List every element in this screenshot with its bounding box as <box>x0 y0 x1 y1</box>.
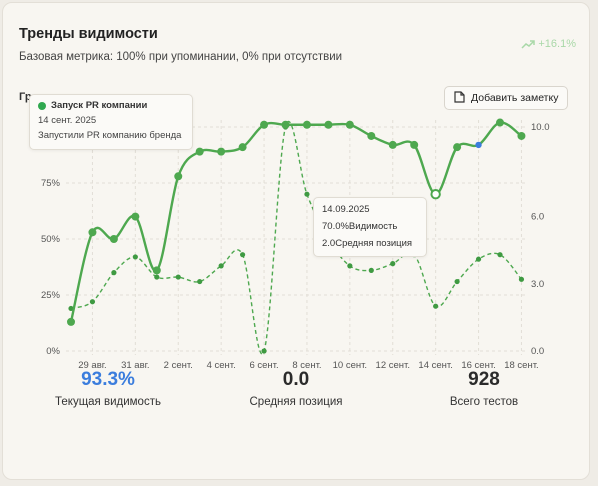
visibility-point <box>260 120 269 129</box>
x-tick-label: 14 сент. <box>418 360 452 371</box>
stat-value: 0.0 <box>282 369 310 390</box>
event-date: 14 сент. 2025 <box>38 115 97 126</box>
chart-label-partial: Гр <box>19 91 32 103</box>
position-point <box>347 263 353 269</box>
position-point <box>497 252 503 258</box>
add-note-button[interactable]: Добавить заметку <box>444 86 569 110</box>
point-position: 2.0Средняя позиция <box>322 238 413 249</box>
y-right-tick-label: 3.0 <box>531 279 544 290</box>
point-tooltip: 14.09.2025 70.0%Видимость 2.0Средняя поз… <box>313 197 427 257</box>
trend-indicator: +16.1% <box>521 38 576 50</box>
visibility-series-line <box>69 121 523 323</box>
y-right-tick-label: 6.0 <box>531 212 544 223</box>
trend-up-icon <box>521 39 536 49</box>
x-tick-label: 8 сент. <box>292 360 321 371</box>
stat-label: Всего тестов <box>449 396 519 408</box>
card-subtitle: Базовая метрика: 100% при упоминании, 0%… <box>19 51 343 63</box>
stat-label: Средняя позиция <box>249 396 343 408</box>
x-tick-label: 12 сент. <box>376 360 410 371</box>
event-title: Запуск PR компании <box>51 100 148 111</box>
x-tick-label: 18 сент. <box>504 360 538 371</box>
x-tick-label: 2 сент. <box>164 360 193 371</box>
position-point <box>433 303 439 309</box>
stat-label: Текущая видимость <box>55 396 161 408</box>
visibility-point <box>453 143 462 152</box>
visibility-trends-card <box>2 2 590 480</box>
position-point <box>304 191 310 197</box>
position-point <box>218 263 224 269</box>
stat-total-tests: 928 Всего тестов <box>414 369 554 409</box>
visibility-point <box>238 143 247 152</box>
add-note-label: Добавить заметку <box>471 92 559 104</box>
position-point <box>154 274 160 280</box>
visibility-point <box>496 118 504 127</box>
position-point <box>261 348 267 354</box>
visibility-point <box>195 147 204 156</box>
visibility-point <box>131 212 140 221</box>
visibility-point <box>302 120 311 129</box>
x-tick-label: 16 сент. <box>461 360 495 371</box>
visibility-point <box>410 140 419 149</box>
position-point <box>89 299 96 305</box>
visibility-point <box>367 131 376 140</box>
position-point <box>518 276 525 282</box>
y-right-tick-label: 10.0 <box>531 122 550 133</box>
x-tick-label: 29 авг. <box>78 360 106 371</box>
visibility-point <box>324 120 333 129</box>
event-marker-icon <box>38 101 46 110</box>
stat-current-visibility: 93.3% Текущая видимость <box>38 369 178 409</box>
position-point <box>175 274 181 280</box>
position-point <box>197 278 203 285</box>
event-tooltip: Запуск PR компании 14 сент. 2025 Запусти… <box>29 94 193 150</box>
position-point <box>475 256 482 262</box>
x-tick-label: 4 сент. <box>207 360 236 371</box>
position-point <box>111 270 117 276</box>
position-point <box>68 305 74 312</box>
visibility-point-highlight <box>430 189 441 200</box>
visibility-point <box>281 120 290 129</box>
visibility-point-selected <box>475 141 482 149</box>
y-left-tick-label: 0% <box>46 346 60 357</box>
x-tick-label: 31 авг. <box>121 360 149 371</box>
event-description: Запустили PR компанию бренда <box>38 130 182 141</box>
visibility-point <box>152 266 161 275</box>
x-tick-label: 6 сент. <box>249 360 278 371</box>
position-series-line <box>70 120 522 355</box>
position-point <box>240 252 246 258</box>
note-icon <box>454 90 465 106</box>
visibility-point <box>217 147 226 156</box>
stat-average-position: 0.0 Средняя позиция <box>226 369 366 409</box>
visibility-point <box>345 120 354 129</box>
point-date: 14.09.2025 <box>322 204 370 215</box>
visibility-point <box>67 317 75 326</box>
y-left-tick-label: 25% <box>41 290 61 301</box>
visibility-point <box>517 131 526 140</box>
card-title: Тренды видимости <box>19 26 158 42</box>
y-left-tick-label: 75% <box>41 178 61 189</box>
position-point <box>132 254 138 260</box>
y-left-tick-label: 50% <box>41 234 61 245</box>
x-tick-label: 10 сент. <box>333 360 367 371</box>
stat-value: 928 <box>468 369 500 390</box>
position-point <box>368 267 374 273</box>
visibility-point <box>388 140 397 149</box>
position-point <box>454 278 460 285</box>
position-point <box>390 261 396 267</box>
visibility-point <box>109 235 118 243</box>
visibility-point <box>88 228 97 237</box>
stat-value: 93.3% <box>81 369 135 390</box>
y-right-tick-label: 0.0 <box>531 346 544 357</box>
visibility-point <box>174 172 183 181</box>
point-visibility: 70.0%Видимость <box>322 221 398 232</box>
trend-value: +16.1% <box>538 38 576 50</box>
